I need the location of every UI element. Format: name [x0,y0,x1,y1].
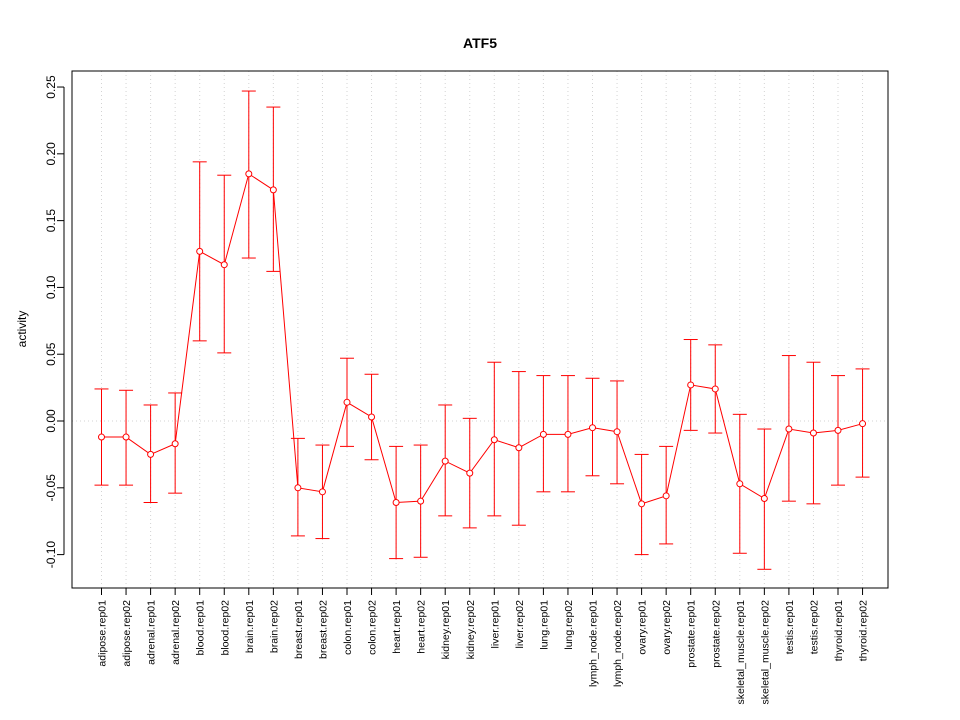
x-tick-label: colon.rep02 [367,600,379,655]
x-tick-label: testis.rep01 [784,600,796,654]
y-tick-label: -0.05 [44,474,58,502]
data-point [834,426,842,434]
x-tick-label: lung.rep02 [563,600,575,650]
x-tick-label: adipose.rep02 [121,600,133,667]
data-point [417,497,425,505]
x-tick-label: brain.rep02 [268,600,280,653]
x-tick-label: skeletal_muscle.rep02 [759,600,771,705]
data-point [859,420,867,428]
grid [72,71,888,588]
x-tick-label: prostate.rep02 [710,600,722,668]
x-tick-label: liver.rep01 [489,600,501,649]
data-point [466,469,474,477]
x-tick-label: kidney.rep01 [440,600,452,660]
chart-title: ATF5 [463,35,497,51]
data-point [147,450,155,458]
x-tick-label: brain.rep01 [244,600,256,653]
data-point [196,247,204,255]
data-point [515,444,523,452]
series [94,90,870,570]
data-point [809,429,817,437]
x-tick-label: thyroid.rep01 [833,600,845,661]
data-point [687,381,695,389]
data-point [343,398,351,406]
series-line [101,173,863,505]
data-point [736,480,744,488]
data-point [711,385,719,393]
data-point [392,499,400,507]
data-point [220,261,228,269]
x-tick-label: kidney.rep02 [465,600,477,660]
data-point [613,428,621,436]
y-tick-label: 0.15 [44,209,58,233]
data-point [539,430,547,438]
data-point [368,413,376,421]
x-tick-label: testis.rep02 [808,600,820,654]
data-point [760,494,768,502]
y-tick-label: 0.25 [44,75,58,99]
x-tick-label: thyroid.rep02 [858,600,870,661]
data-point [122,433,130,441]
x-tick-label: liver.rep02 [514,600,526,649]
y-tick-label: 0.20 [44,142,58,166]
data-point [564,430,572,438]
x-tick-label: adrenal.rep01 [146,600,158,665]
x-tick-label: lung.rep01 [538,600,550,650]
data-point [638,500,646,508]
x-tick-label: skeletal_muscle.rep01 [735,600,747,705]
data-point [490,436,498,444]
x-tick-label: prostate.rep01 [686,600,698,668]
y-tick-label: 0.00 [44,409,58,433]
x-axis: adipose.rep01 adipose.rep02 adrenal.rep01 a… [97,587,870,705]
data-point [245,170,253,178]
x-tick-label: blood.rep01 [195,600,207,656]
y-tick-label: 0.05 [44,342,58,366]
x-tick-label: breast.rep01 [293,600,305,659]
x-tick-label: breast.rep02 [317,600,329,659]
data-point [98,433,105,441]
data-point [441,457,449,465]
data-point [294,484,302,492]
data-point [318,488,326,496]
y-tick-label: -0.10 [44,541,58,569]
y-axis-label: activity [15,311,29,348]
plot-frame [71,70,889,589]
y-tick-label: 0.10 [44,275,58,299]
data-point [785,425,793,433]
x-tick-label: heart.rep02 [416,600,428,654]
x-tick-label: blood.rep02 [219,600,231,656]
x-tick-label: ovary.rep01 [637,600,649,655]
y-axis: -0.10 -0.05 0.00 0.05 0.10 0.15 0.20 0.25 [44,75,65,569]
data-point [662,492,670,500]
data-point [269,186,277,194]
x-tick-label: colon.rep01 [342,600,354,655]
x-tick-label: heart.rep01 [391,600,403,654]
x-tick-label: ovary.rep02 [661,600,673,655]
x-tick-label: adipose.rep01 [97,600,109,667]
x-tick-label: lymph_node.rep01 [588,600,600,687]
x-tick-label: adrenal.rep02 [170,600,182,665]
data-point [589,424,596,432]
data-point [171,440,179,448]
x-tick-label: lymph_node.rep02 [612,600,624,687]
